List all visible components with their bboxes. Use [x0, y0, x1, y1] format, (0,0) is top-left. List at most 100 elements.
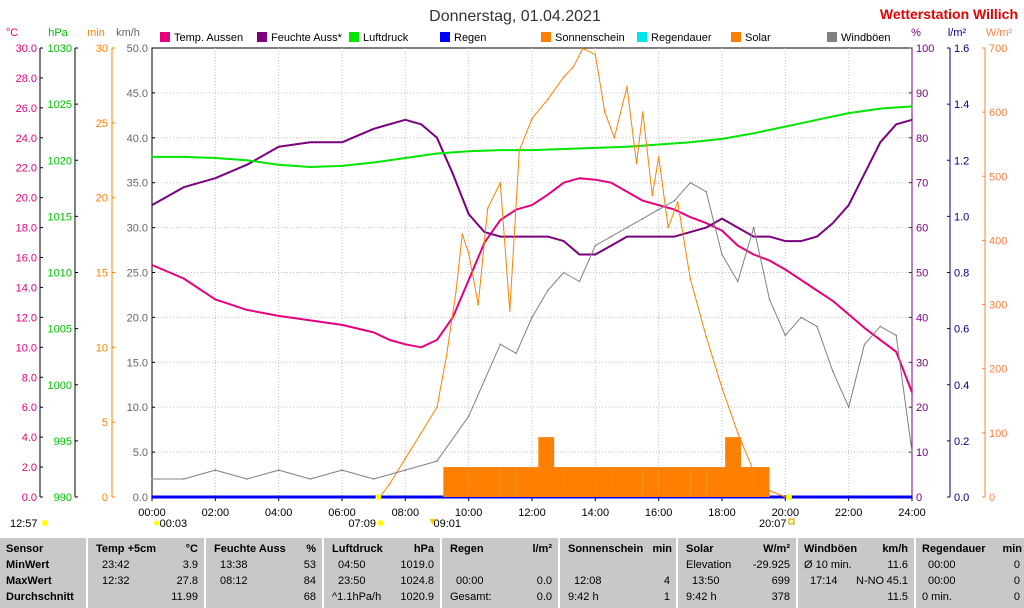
rain-duration-title: Regendauer [922, 543, 986, 555]
data-point [277, 163, 280, 166]
stats-table: Sensor MinWert MaxWert Durchschnitt Temp… [0, 538, 1024, 608]
series-marks [151, 47, 913, 499]
data-point [832, 222, 834, 224]
x-tick-label: 08:00 [392, 507, 420, 519]
data-point [721, 387, 723, 389]
data-point [721, 138, 723, 140]
temp-min-val: 3.9 [182, 559, 198, 571]
data-point [436, 137, 438, 139]
data-point [562, 271, 565, 274]
data-point [689, 231, 692, 233]
temp-axis-tick-label: 8.0 [22, 372, 37, 384]
humidity-axis-tick-label: 20 [916, 402, 928, 414]
data-point [499, 235, 502, 238]
data-point [800, 240, 802, 242]
data-point [246, 478, 248, 480]
temp-max-val: 27.8 [176, 575, 198, 587]
data-point [277, 315, 280, 317]
rain-axis-tick-label: 1.2 [954, 155, 969, 167]
data-point [784, 334, 787, 337]
axis-units: °C hPa min km/h% l/m² W/m² [6, 27, 1013, 39]
sunset-time: 20:07 [759, 518, 787, 530]
data-point [642, 217, 644, 220]
sunshine-bar [563, 467, 580, 497]
temp-axis-tick-label: 4.0 [22, 432, 37, 444]
data-point [594, 244, 597, 247]
legend-item-pressure: Luftdruck [349, 32, 409, 44]
solar-unit: W/m² [763, 543, 790, 555]
x-tick-label: 06:00 [328, 507, 356, 519]
legend-item-temp: Temp. Aussen [160, 32, 243, 44]
durchschnitt-label: Durchschnitt [6, 591, 74, 603]
data-point [531, 117, 533, 120]
data-point [499, 343, 502, 346]
wind-title: Windböen [804, 543, 858, 555]
sunshine-bar [706, 467, 722, 497]
pressure-unit: hPa [413, 543, 434, 555]
stats-wind: Windböen km/h Ø 10 min. 11.6 17:14 N-NO … [796, 538, 914, 608]
data-point [562, 148, 565, 150]
data-point [879, 141, 882, 144]
data-point [214, 157, 217, 159]
data-point [151, 478, 153, 480]
solar-elevation-label: Elevation [686, 559, 732, 571]
data-point [737, 244, 739, 247]
data-point [610, 235, 612, 238]
humidity-axis-unit-label: % [911, 27, 921, 39]
wind-axis-tick-label: 25.0 [127, 268, 148, 280]
data-point [452, 172, 454, 175]
data-point [911, 451, 913, 453]
data-point [847, 204, 850, 206]
series-line [379, 48, 786, 498]
pressure-axis-tick-label: 995 [54, 436, 72, 448]
temp-axis-tick-label: 26.0 [16, 103, 37, 115]
legend-item-solar: Solar [731, 32, 771, 44]
data-point [768, 235, 771, 238]
data-point [341, 165, 343, 167]
sunshine-bar [516, 467, 532, 497]
data-point [642, 235, 644, 238]
maxwert-label: MaxWert [6, 575, 52, 587]
temp-title: Temp +5cm [96, 543, 157, 555]
legend-swatch [349, 32, 359, 42]
solar-axis-tick-label: 300 [989, 300, 1007, 312]
data-point [737, 432, 739, 434]
sunshine-bar [725, 437, 741, 497]
rain-axis-tick-label: 0.2 [954, 436, 969, 448]
data-point [832, 370, 834, 373]
data-point [388, 339, 391, 341]
data-point [721, 229, 723, 232]
moonrise-time: 12:57 [10, 518, 38, 530]
sunshine-bar [642, 467, 659, 497]
minutes-axis-tick-label: 10 [96, 342, 108, 354]
data-point [518, 149, 521, 152]
temp-unit: °C [185, 543, 198, 555]
data-point [246, 163, 248, 166]
minutes-axis-tick-label: 0 [102, 492, 108, 504]
data-point [420, 123, 423, 126]
humidity-title: Feuchte Auss [214, 543, 286, 555]
data-point [784, 268, 787, 271]
solar-axis-tick-label: 700 [989, 43, 1007, 55]
x-tick-label: 24:00 [898, 507, 926, 519]
solar-axis-unit-label: W/m² [986, 27, 1013, 39]
data-point [657, 235, 660, 238]
data-point [657, 208, 660, 211]
wind-axis-tick-label: 15.0 [127, 357, 148, 369]
data-point [461, 233, 464, 235]
sunshine-bar [690, 467, 707, 497]
wind-axis-tick-label: 10.0 [127, 402, 148, 414]
data-point [626, 226, 628, 229]
data-point [578, 253, 581, 256]
data-point [705, 335, 707, 338]
data-point [246, 309, 248, 311]
data-point [879, 107, 882, 110]
data-point [341, 469, 343, 471]
data-point [784, 125, 787, 128]
legend-label: Feuchte Auss* [271, 32, 343, 44]
data-point [752, 235, 755, 238]
sunshine-bar [737, 467, 754, 497]
temp-max-time: 12:32 [102, 575, 130, 587]
data-point [689, 181, 692, 184]
data-point [388, 483, 391, 486]
